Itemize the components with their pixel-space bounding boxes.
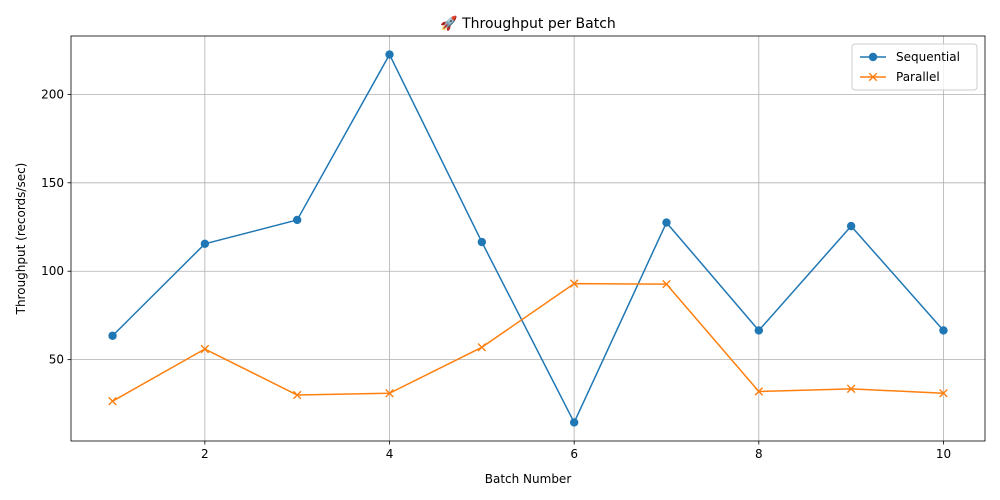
parallel-point [292,390,302,400]
sequential-point [200,239,210,249]
sequential-point [292,215,302,225]
parallel-point [385,388,394,398]
sequential-point [754,326,764,335]
series-parallel [108,279,948,406]
sequential-point [846,221,856,231]
legend: Sequential Parallel [851,43,978,91]
x-tick-label: 10 [936,447,951,461]
sequential-point [477,237,487,247]
parallel-point [662,279,671,289]
plot-frame [70,35,986,442]
y-tick-label: 200 [41,87,64,101]
parallel-point [846,384,856,394]
sequential-point [385,50,394,59]
chart-title: 🚀 Throughput per Batch [440,15,616,32]
x-axis-title: Batch Number [485,472,572,486]
x-tick-label: 2 [201,447,209,461]
parallel-point [108,396,117,406]
parallel-point [569,279,579,288]
series-sequential [108,50,948,427]
legend-marker [868,52,878,62]
sequential-point [662,218,671,227]
parallel-point [477,342,487,352]
y-tick-label: 50 [49,353,64,367]
x-tick-label: 4 [386,447,394,461]
parallel-point [754,387,764,396]
parallel-point [200,344,210,354]
sequential-point [108,331,117,340]
axis-ticks: 2 4 6 8 10 50 100 150 200 [41,87,951,461]
y-tick-label: 150 [41,176,64,190]
series-layer [108,50,948,427]
sequential-line [112,53,945,424]
legend-marker [868,72,878,82]
sequential-point [939,326,948,335]
parallel-point [939,388,948,398]
parallel-line [112,282,944,402]
legend-box [851,43,978,91]
y-tick-label: 100 [41,264,64,278]
legend-label: Sequential [896,50,960,64]
legend-item-parallel: Parallel [860,70,940,84]
legend-label: Parallel [896,70,940,84]
x-tick-label: 8 [755,447,763,461]
x-tick-label: 6 [570,447,578,461]
y-axis-title: Throughput (records/sec) [14,163,28,316]
legend-item-sequential: Sequential [860,50,960,64]
sequential-point [569,418,579,427]
grid-lines [71,36,985,441]
